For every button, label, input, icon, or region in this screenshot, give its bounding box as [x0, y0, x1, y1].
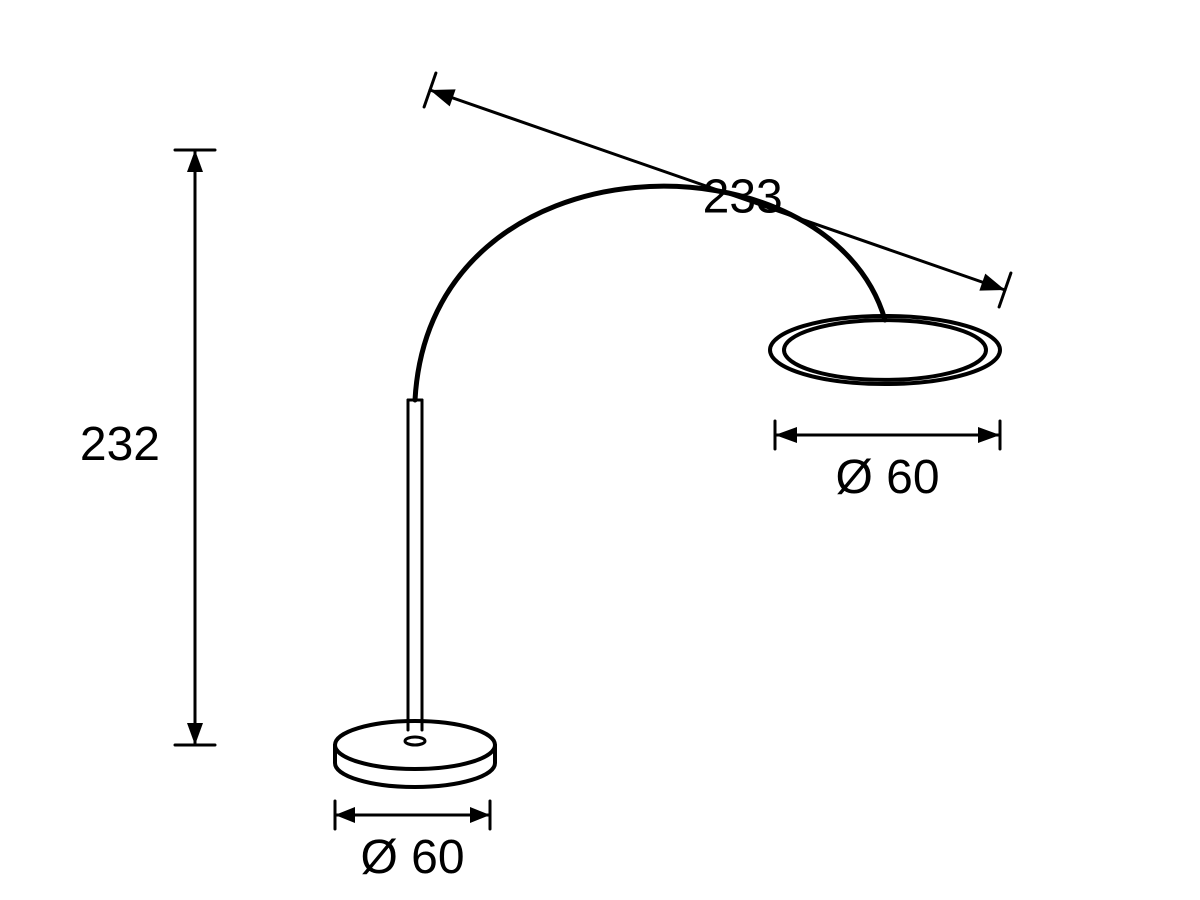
height-dimension-label: 232	[80, 418, 160, 471]
arc-dimension-label: 233	[703, 171, 783, 224]
dimension-diagram: 232 233 Ø 60 Ø 60	[0, 0, 1200, 900]
base-diameter-label: Ø 60	[360, 831, 464, 884]
head-diameter-label: Ø 60	[835, 451, 939, 504]
